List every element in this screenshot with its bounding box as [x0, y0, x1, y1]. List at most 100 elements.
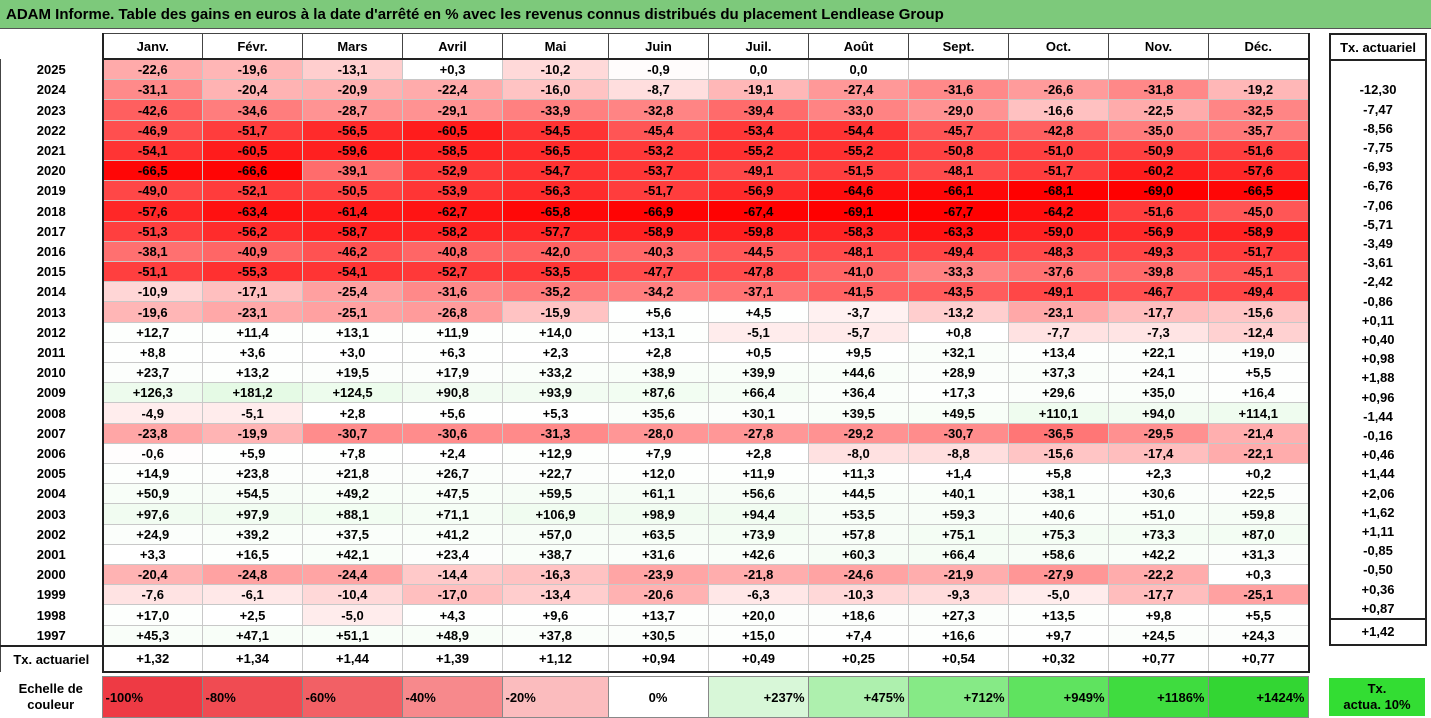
gain-cell: -22,1 [1208, 442, 1310, 465]
gain-cell: +93,9 [502, 382, 609, 404]
gain-cell: +181,2 [202, 382, 303, 404]
rate-cell: -6,76 [1329, 176, 1427, 196]
gain-cell: -53,2 [608, 139, 709, 162]
gain-cell: +94,0 [1108, 402, 1209, 424]
gain-cell: +38,1 [1008, 483, 1109, 505]
table-row: 2009 +126,3 +181,2 +124,5 +90,8 +93,9 +87,6 +66… [0, 382, 1310, 404]
rate-row: -8,56 [1329, 118, 1427, 138]
rate-cell: +2,06 [1329, 483, 1427, 503]
gain-cell: +40,6 [1008, 503, 1109, 525]
gain-cell: +110,1 [1008, 402, 1109, 424]
color-scale-stop: 0% [607, 676, 709, 718]
gain-cell: -45,4 [608, 119, 709, 141]
rate-table: Tx. actuariel -12,30 -7,47 -8,56 -7,75 -6,93… [1329, 33, 1427, 646]
gain-cell: +5,9 [202, 442, 303, 465]
gain-cell: -46,9 [102, 119, 203, 141]
gain-cell: -10,2 [502, 58, 609, 81]
year-cell: 2006 [0, 443, 104, 464]
gain-cell: +14,0 [502, 321, 609, 343]
gain-cell: -68,1 [1008, 180, 1109, 202]
gain-cell: -58,2 [402, 220, 503, 242]
gain-cell: +51,1 [302, 624, 403, 647]
year-cell: 2012 [0, 322, 104, 343]
gain-cell: +11,4 [202, 321, 303, 343]
gain-cell: +2,8 [302, 402, 403, 424]
gain-cell: -54,5 [502, 119, 609, 141]
rate-row [1329, 60, 1427, 81]
rate-row: -0,86 [1329, 291, 1427, 311]
table-row: 2012 +12,7 +11,4 +13,1 +11,9 +14,0 +13,1 -5,1 -5… [0, 321, 1310, 343]
gain-cell: +59,3 [908, 503, 1009, 525]
rate-cell: +0,11 [1329, 310, 1427, 330]
color-scale: Echelle de couleur -100% -80% -60% -40% -20%… [0, 676, 1309, 718]
gain-cell: +12,9 [502, 442, 609, 465]
rate-cell: -3,61 [1329, 253, 1427, 273]
gain-cell: +13,1 [302, 321, 403, 343]
gain-cell: -50,8 [908, 139, 1009, 162]
gain-cell: -35,7 [1208, 119, 1310, 141]
gain-cell: +29,6 [1008, 382, 1109, 404]
gain-cell: -5,1 [708, 321, 809, 343]
gain-cell: +2,5 [202, 604, 303, 626]
gain-cell: +3,0 [302, 341, 403, 364]
gain-cell: -60,5 [402, 119, 503, 141]
rate-cell: -8,56 [1329, 118, 1427, 138]
year-cell: 1999 [0, 584, 104, 605]
gain-cell: +87,0 [1208, 523, 1310, 545]
rate-row: -12,30 [1329, 80, 1427, 100]
gain-cell: -55,2 [708, 139, 809, 162]
gain-cell: -38,1 [102, 240, 203, 263]
gain-cell: -63,3 [908, 220, 1009, 242]
color-scale-stop: -20% [501, 676, 609, 718]
color-scale-stop: -80% [201, 676, 303, 718]
color-scale-stop: -40% [401, 676, 503, 718]
gain-cell: -29,0 [908, 99, 1009, 121]
gain-cell: +13,2 [202, 362, 303, 384]
gain-cell: -39,8 [1108, 261, 1209, 283]
gain-cell: +5,5 [1208, 362, 1310, 384]
gain-cell: +11,9 [708, 463, 809, 485]
gain-cell: -4,9 [102, 402, 203, 424]
color-scale-stop: +237% [707, 676, 809, 718]
month-header: Déc. [1208, 33, 1310, 60]
gain-cell: -52,9 [402, 160, 503, 182]
gain-cell: +5,6 [402, 402, 503, 424]
gain-cell: -25,1 [302, 301, 403, 323]
gain-cell: -58,5 [402, 139, 503, 162]
gain-cell: -6,1 [202, 584, 303, 606]
month-header: Nov. [1108, 33, 1209, 60]
color-scale-stop: +1186% [1107, 676, 1209, 718]
rate-row: -2,42 [1329, 272, 1427, 292]
gain-cell: -22,6 [102, 58, 203, 81]
gain-cell: +3,3 [102, 543, 203, 566]
gain-cell: +71,1 [402, 503, 503, 525]
gain-cell: -35,2 [502, 281, 609, 303]
year-cell: 2004 [0, 483, 104, 504]
gain-cell: -57,7 [502, 220, 609, 242]
rate-cell: +0,36 [1329, 579, 1427, 599]
color-scale-stop: +949% [1007, 676, 1109, 718]
month-header: Mai [502, 33, 609, 60]
gain-cell: -16,0 [502, 79, 609, 101]
gain-cell: -46,7 [1108, 281, 1209, 303]
gain-cell: +22,1 [1108, 341, 1209, 364]
footer-rate-cell: +1,39 [402, 644, 503, 673]
gain-cell: +59,5 [502, 483, 609, 505]
year-cell: 1998 [0, 604, 104, 626]
gain-cell: -5,1 [202, 402, 303, 424]
gain-cell: -31,6 [908, 79, 1009, 101]
year-cell: 2022 [0, 120, 104, 141]
gain-cell: +20,0 [708, 604, 809, 626]
gain-cell: 0,0 [708, 58, 809, 81]
rate-row: -3,49 [1329, 233, 1427, 254]
gain-cell: -61,4 [302, 200, 403, 222]
gain-cell: -59,8 [708, 220, 809, 242]
gain-cell: -32,5 [1208, 99, 1310, 121]
gain-cell: -27,9 [1008, 564, 1109, 586]
table-row: 2020 -66,5 -66,6 -39,1 -52,9 -54,7 -53,7 -49,1-… [0, 160, 1310, 182]
gain-cell: +7,9 [608, 442, 709, 465]
gain-cell: +57,0 [502, 523, 609, 545]
table-row: 2019 -49,0 -52,1 -50,5 -53,9 -56,3 -51,7 -56,9-… [0, 180, 1310, 202]
footer-rate-cell: +1,12 [502, 644, 609, 673]
gain-cell: -23,9 [608, 564, 709, 586]
